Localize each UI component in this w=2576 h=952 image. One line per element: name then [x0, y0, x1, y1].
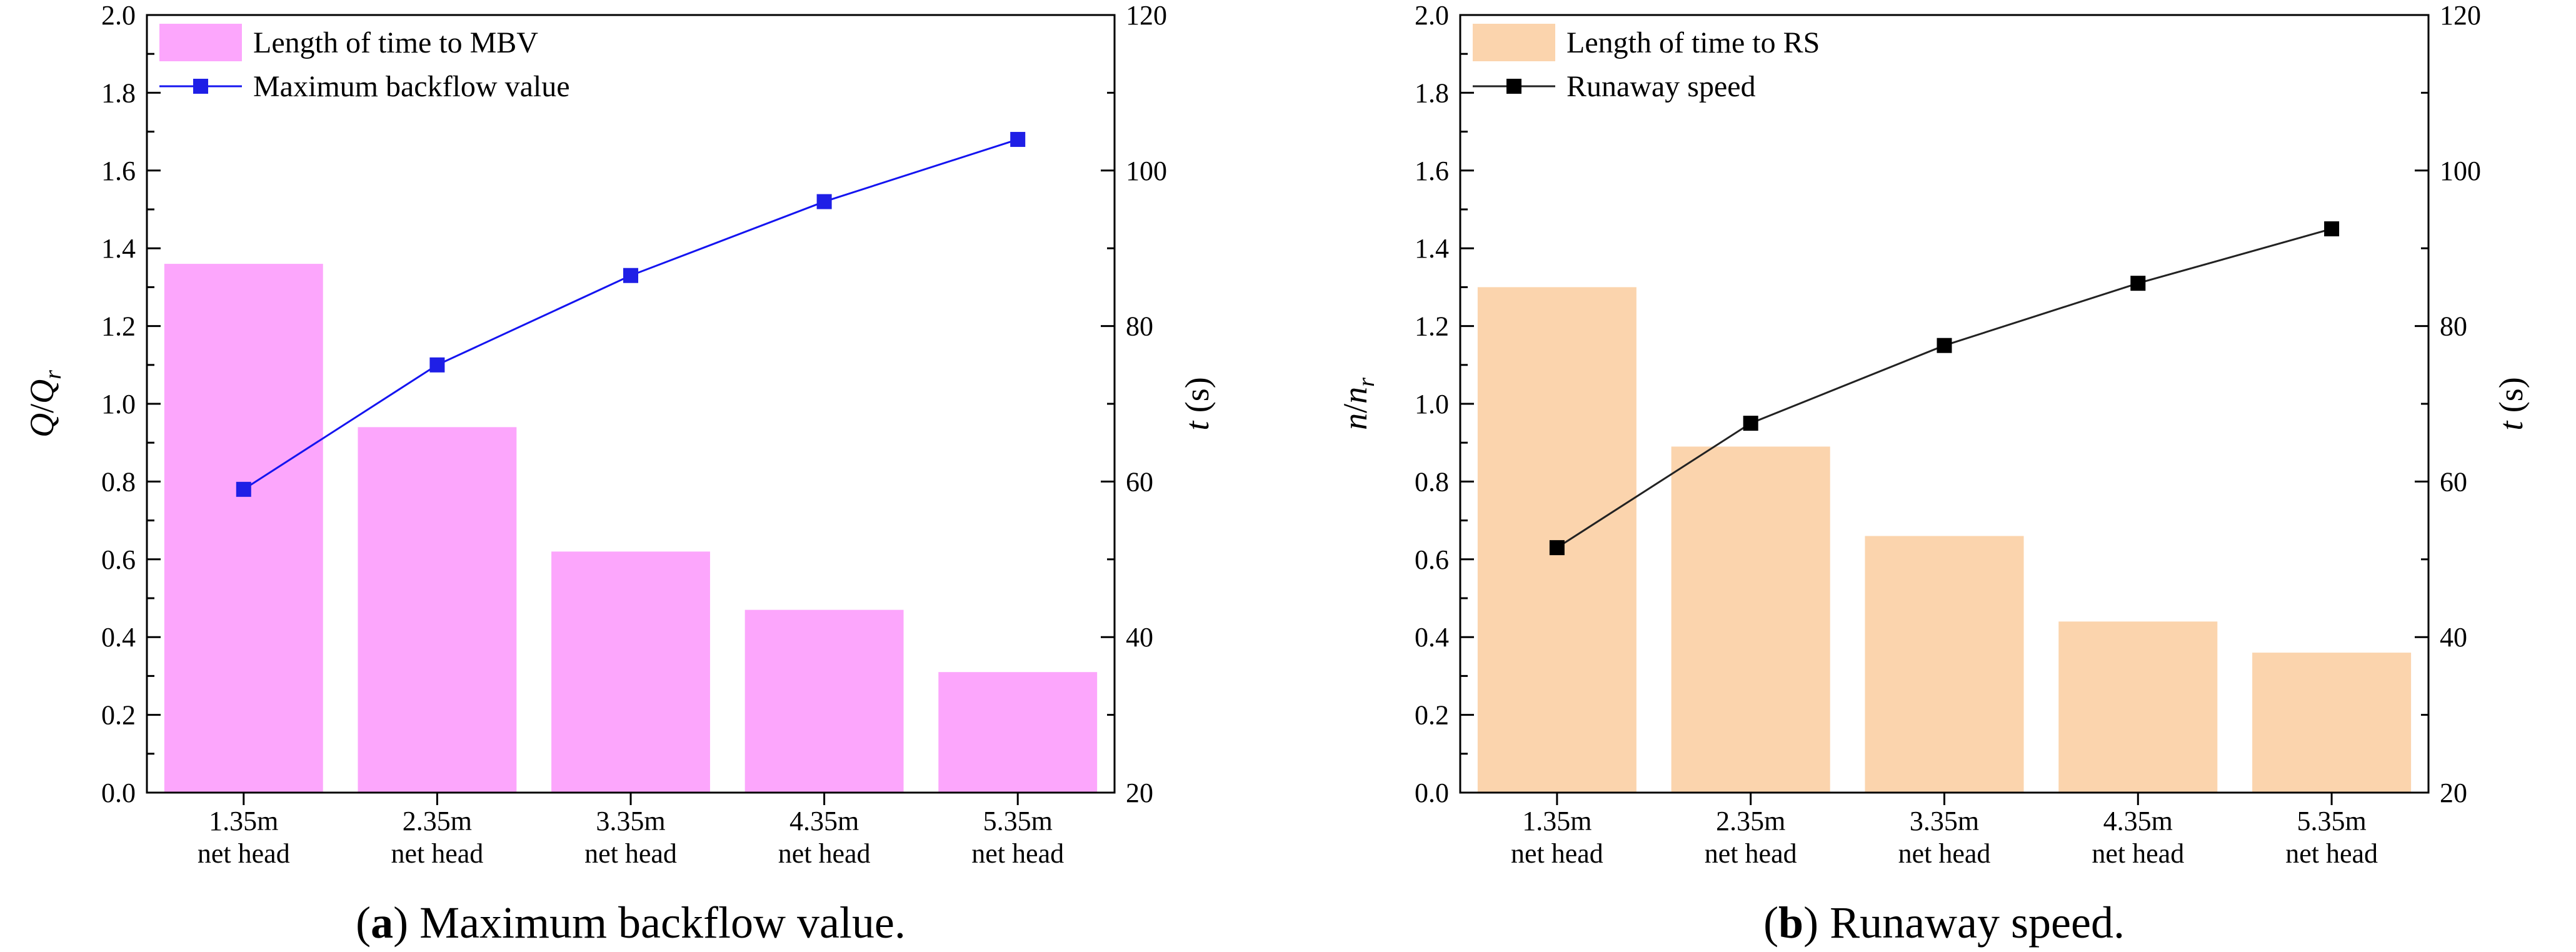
- x-tick-label-line2: net head: [1705, 838, 1797, 869]
- right-axis-title: t (s): [1178, 377, 1216, 431]
- left-tick-label: 1.6: [101, 156, 136, 186]
- bar-4: [744, 609, 904, 793]
- left-axis-title: n/nr: [1336, 378, 1380, 430]
- right-tick-label: 40: [1126, 622, 1153, 653]
- line-point-3: [1937, 338, 1952, 353]
- legend-line-label: Runaway speed: [1566, 70, 1756, 103]
- left-tick-label: 0.0: [1415, 778, 1449, 808]
- chart-runaway-speed: 0.0 0.2 0.4 0.6 0.8 1.0 1.2 1.4 1.6 1.8 2.0 20 40 60 8…: [1336, 0, 2530, 948]
- legend-line-label: Maximum backflow value: [253, 70, 570, 103]
- legend-bar-label: Length of time to MBV: [253, 26, 538, 59]
- x-tick-label-line2: net head: [971, 838, 1064, 869]
- left-tick-label: 0.0: [101, 778, 136, 808]
- bar-3: [1865, 536, 2024, 793]
- x-tick-label-line2: net head: [1898, 838, 1991, 869]
- left-tick-label: 0.6: [1415, 544, 1449, 575]
- right-tick-label: 60: [1126, 466, 1153, 497]
- right-tick-label: 80: [2440, 311, 2467, 342]
- x-tick-label: 4.35m: [2103, 806, 2173, 836]
- left-tick-label: 0.8: [1415, 466, 1449, 497]
- x-tick-label-line2: net head: [198, 838, 290, 869]
- line-point-1: [1549, 540, 1565, 556]
- left-tick-label: 1.8: [1415, 78, 1449, 108]
- right-tick-label: 80: [1126, 311, 1153, 342]
- chart-maximum-backflow: 0.0 0.2 0.4 0.6 0.8 1.0 1.2 1.4 1.6 1.8 2.0 20 40 60 8…: [23, 0, 1216, 948]
- left-tick-label: 2.0: [1415, 0, 1449, 31]
- x-tick-label: 1.35m: [209, 806, 278, 836]
- bar-5: [2252, 653, 2412, 793]
- line-point-2: [1743, 416, 1758, 431]
- x-tick-label: 3.35m: [596, 806, 665, 836]
- right-tick-label: 100: [1126, 156, 1167, 186]
- right-tick-label: 40: [2440, 622, 2467, 653]
- line-point-3: [623, 268, 638, 283]
- legend-bar-swatch: [159, 24, 242, 61]
- x-tick-label-line2: net head: [1511, 838, 1603, 869]
- left-tick-label: 1.2: [101, 311, 136, 342]
- legend-bar-swatch: [1473, 24, 1555, 61]
- x-tick-label: 3.35m: [1910, 806, 1979, 836]
- x-tick-label-line2: net head: [778, 838, 871, 869]
- x-tick-label: 5.35m: [983, 806, 1053, 836]
- right-axis-title: t (s): [2492, 377, 2530, 431]
- x-tick-label-line2: net head: [2092, 838, 2184, 869]
- bar-5: [938, 672, 1098, 793]
- bar-4: [2058, 621, 2218, 793]
- left-tick-label: 0.6: [101, 544, 136, 575]
- x-tick-label-line2: net head: [584, 838, 677, 869]
- right-tick-label: 120: [2440, 0, 2481, 31]
- bar-2: [358, 427, 517, 793]
- legend-line-marker: [1506, 79, 1521, 94]
- line-point-5: [1010, 132, 1026, 148]
- left-tick-label: 1.2: [1415, 311, 1449, 342]
- left-tick-label: 1.0: [101, 389, 136, 419]
- left-tick-label: 2.0: [101, 0, 136, 31]
- bar-1: [1477, 287, 1636, 793]
- x-tick-label: 4.35m: [789, 806, 859, 836]
- left-tick-label: 1.0: [1415, 389, 1449, 419]
- left-tick-label: 0.4: [101, 622, 136, 653]
- right-tick-label: 20: [1126, 778, 1153, 808]
- line-point-1: [236, 481, 251, 497]
- bar-3: [551, 551, 710, 793]
- caption: (a) Maximum backflow value.: [356, 898, 906, 948]
- right-tick-label: 20: [2440, 778, 2467, 808]
- x-tick-label: 1.35m: [1522, 806, 1591, 836]
- left-tick-label: 1.4: [101, 233, 136, 264]
- left-tick-label: 0.2: [1415, 700, 1449, 731]
- caption: (b) Runaway speed.: [1763, 898, 2125, 948]
- left-tick-label: 0.2: [101, 700, 136, 731]
- x-tick-label-line2: net head: [2285, 838, 2378, 869]
- right-tick-label: 60: [2440, 466, 2467, 497]
- legend-line-marker: [193, 79, 208, 94]
- x-tick-label: 2.35m: [403, 806, 472, 836]
- left-tick-label: 1.4: [1415, 233, 1449, 264]
- line-point-4: [816, 194, 832, 209]
- left-tick-label: 1.8: [101, 78, 136, 108]
- bar-2: [1671, 446, 1830, 793]
- left-tick-label: 1.6: [1415, 156, 1449, 186]
- left-tick-label: 0.4: [1415, 622, 1449, 653]
- legend-bar-label: Length of time to RS: [1566, 26, 1820, 59]
- right-tick-label: 120: [1126, 0, 1167, 31]
- line-point-5: [2324, 221, 2340, 237]
- left-tick-label: 0.8: [101, 466, 136, 497]
- line-point-4: [2130, 276, 2146, 291]
- line-point-2: [429, 357, 445, 373]
- x-tick-label: 5.35m: [2297, 806, 2366, 836]
- x-tick-label-line2: net head: [391, 838, 483, 869]
- right-tick-label: 100: [2440, 156, 2481, 186]
- x-tick-label: 2.35m: [1716, 806, 1785, 836]
- left-axis-title: Q/Qr: [23, 370, 66, 438]
- bar-1: [164, 264, 323, 793]
